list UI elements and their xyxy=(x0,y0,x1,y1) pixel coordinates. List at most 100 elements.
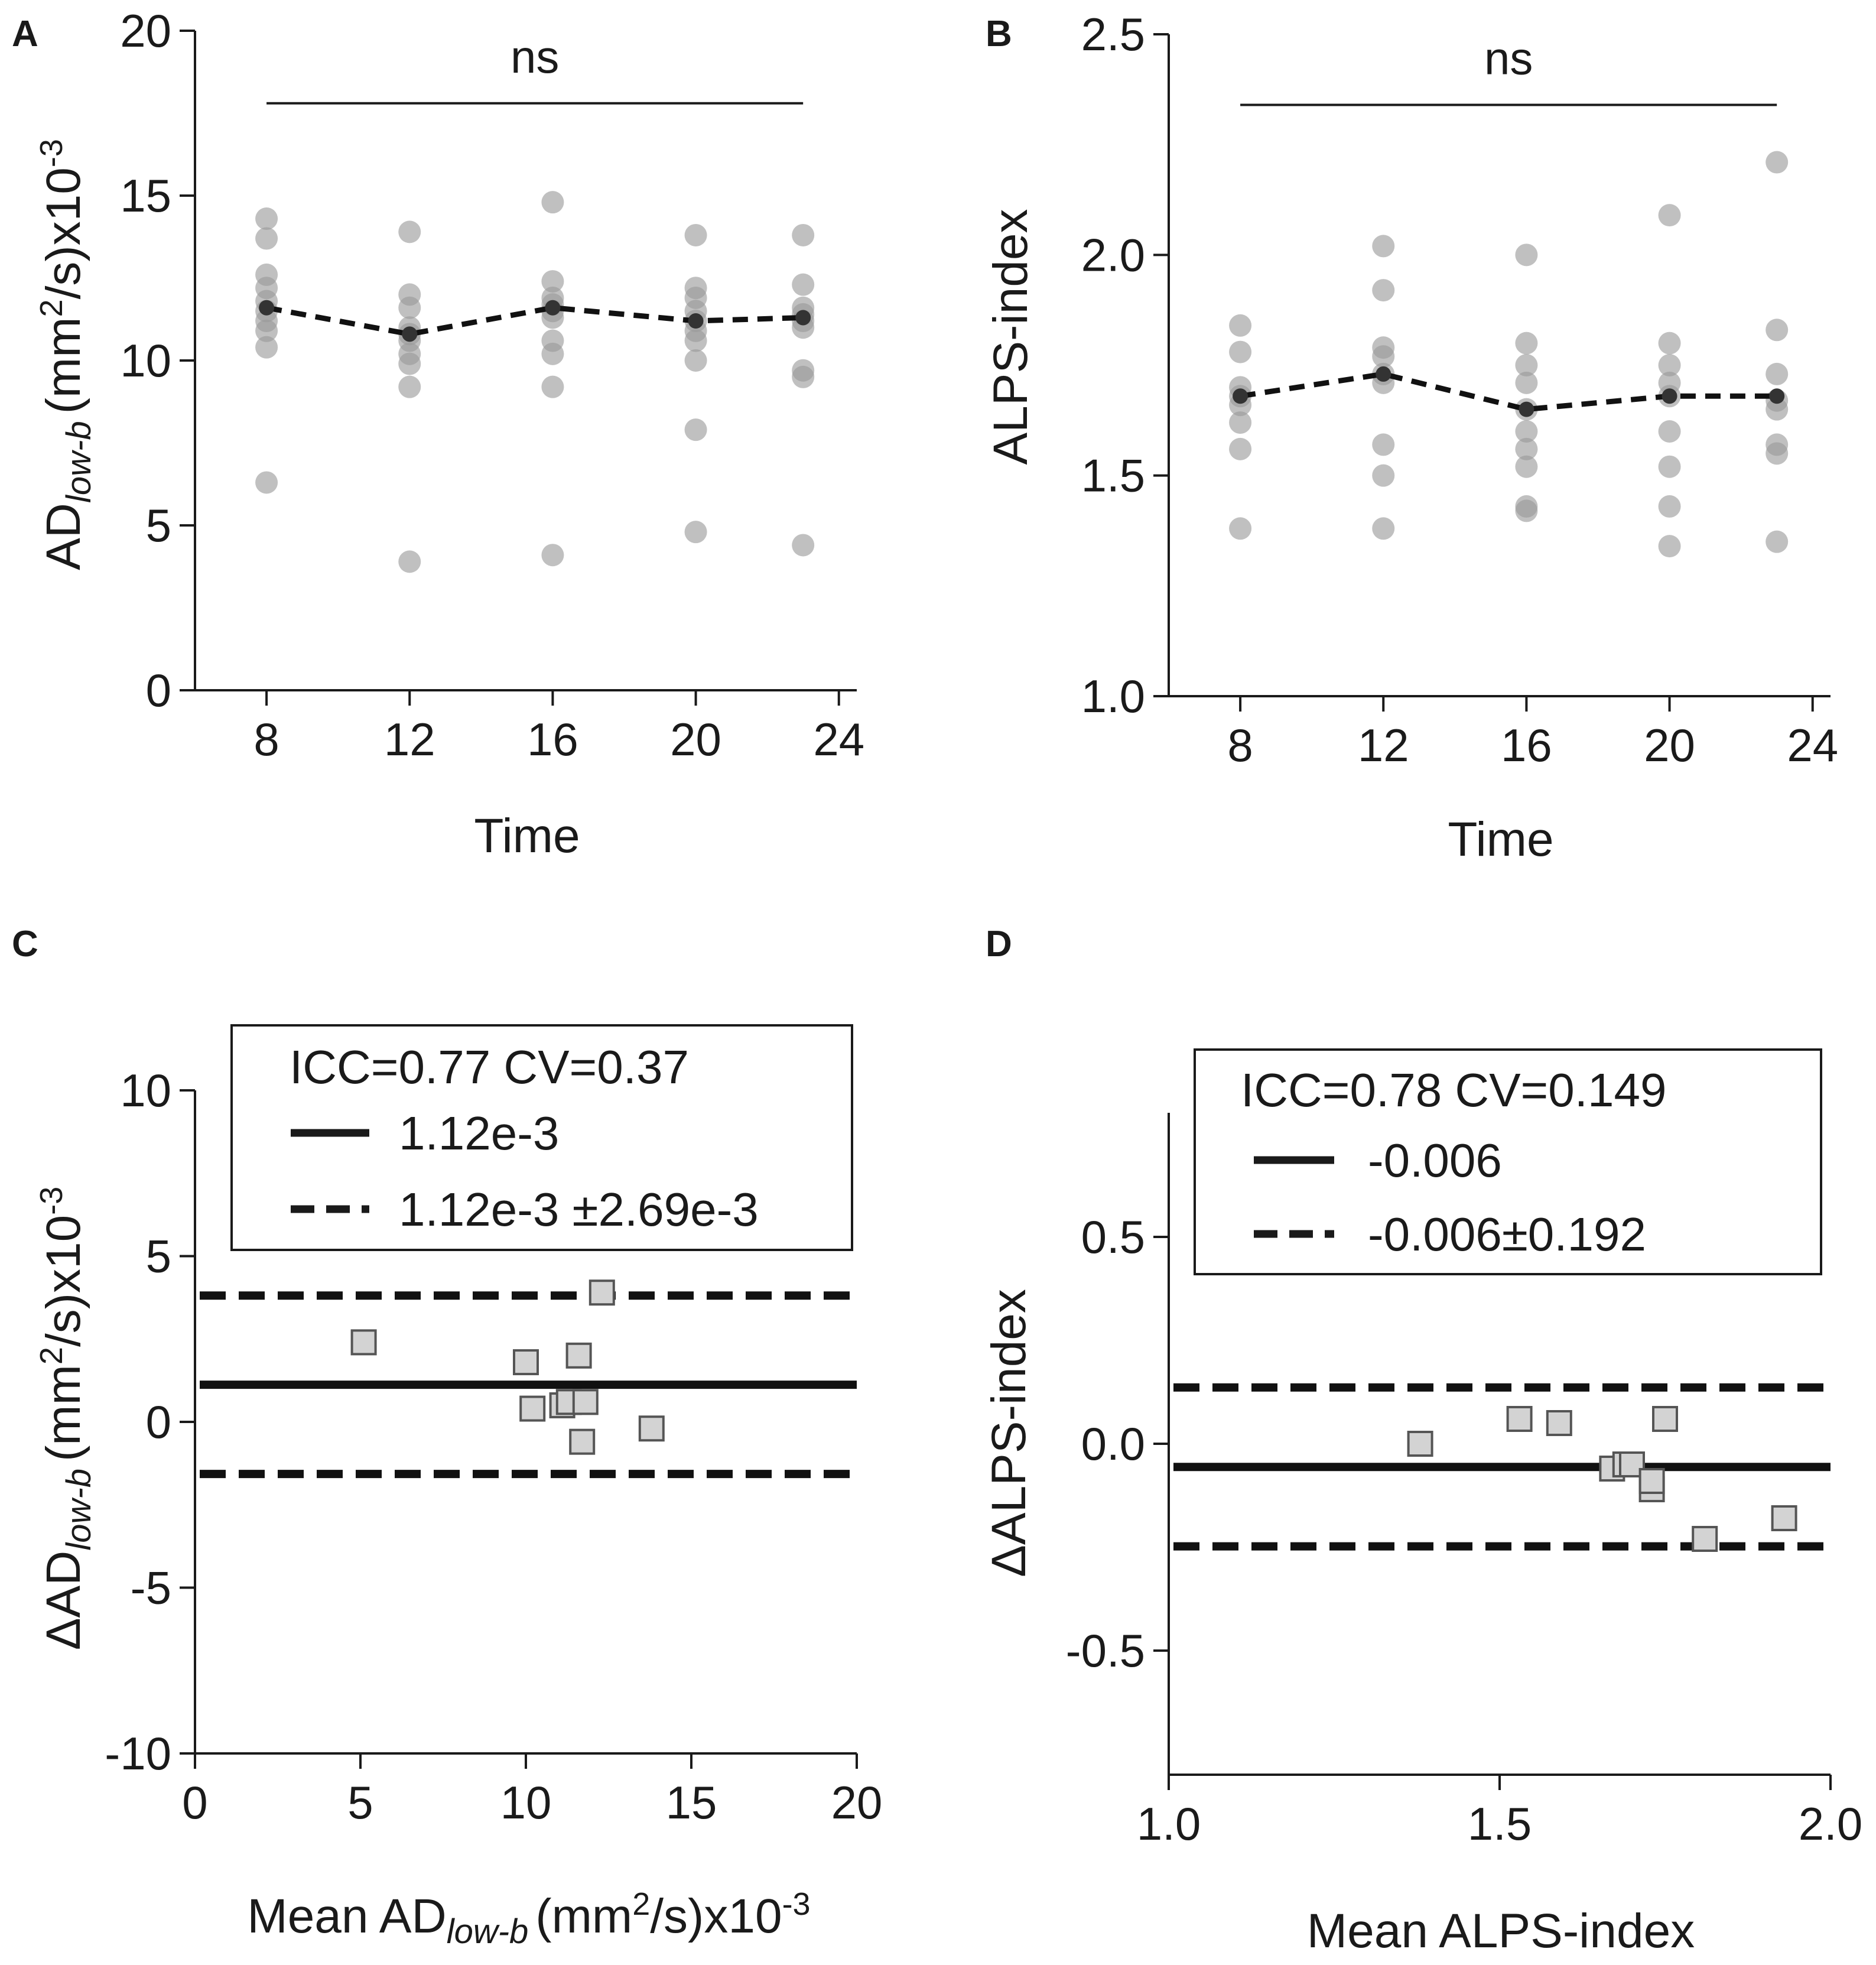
data-point xyxy=(792,273,815,296)
mean-marker xyxy=(402,326,418,342)
x-tick-label: 16 xyxy=(1501,719,1552,771)
data-point xyxy=(255,336,278,359)
data-point xyxy=(541,342,564,365)
data-point xyxy=(1515,371,1538,394)
panel-c: C -10 -5 0 5 10 0 5 10 15 20 ICC=0.77 CV=0.37 1.… xyxy=(12,924,882,1951)
data-points xyxy=(1229,151,1789,558)
y-tick-label: 0 xyxy=(146,1396,171,1448)
y-tick-label: 5 xyxy=(146,499,171,551)
data-point xyxy=(541,270,564,293)
axes xyxy=(194,31,857,691)
legend-stats: ICC=0.77 CV=0.37 xyxy=(290,1041,689,1093)
mean-marker xyxy=(545,300,561,316)
mean-marker xyxy=(688,313,704,329)
x-tick-label: 24 xyxy=(813,713,864,765)
axes xyxy=(1168,34,1831,697)
x-tick-label: 1.0 xyxy=(1137,1798,1201,1850)
agreement-lines xyxy=(1173,1383,1831,1551)
data-point xyxy=(792,534,815,557)
y-ticks: 1.0 1.5 2.0 2.5 xyxy=(1081,8,1169,722)
data-point xyxy=(1658,332,1681,355)
x-axis-title: Mean ALPS-index xyxy=(1307,1904,1695,1958)
data-point xyxy=(1229,411,1252,434)
data-point xyxy=(589,1279,615,1306)
x-axis-title: Time xyxy=(1448,813,1553,866)
data-point xyxy=(1546,1410,1572,1436)
x-tick-label: 10 xyxy=(500,1776,552,1828)
data-point xyxy=(398,220,421,243)
y-tick-label: 20 xyxy=(120,5,171,57)
data-point xyxy=(541,544,564,567)
data-point xyxy=(684,418,707,441)
data-point xyxy=(541,191,564,214)
data-point xyxy=(398,296,421,319)
axes xyxy=(194,1090,857,1755)
x-axis-title: Time xyxy=(474,809,580,863)
mean-marker xyxy=(1519,401,1534,417)
x-ticks: 1.0 1.5 2.0 xyxy=(1137,1775,1862,1850)
panel-d: D -0.5 0.0 0.5 1.0 1.5 2.0 ICC=0.78 CV=0.149… xyxy=(982,924,1862,1958)
panel-letter-c: C xyxy=(12,924,38,964)
data-point xyxy=(1766,530,1789,553)
data-point xyxy=(398,550,421,573)
data-point xyxy=(1766,319,1789,342)
data-point xyxy=(1372,517,1395,540)
panel-letter-a: A xyxy=(12,14,38,54)
data-points xyxy=(255,191,815,573)
y-axis-title: ALPS-index xyxy=(984,209,1038,465)
mean-line xyxy=(259,300,811,342)
mean-trend-line xyxy=(1240,371,1777,413)
y-tick-label: 15 xyxy=(120,170,171,222)
y-tick-label: 1.5 xyxy=(1081,450,1145,502)
data-point xyxy=(398,375,421,398)
y-axis-title: ADlow-b(mm2/s)x10-3 xyxy=(34,139,98,570)
x-tick-label: 12 xyxy=(384,713,435,765)
data-point xyxy=(541,375,564,398)
data-point xyxy=(792,223,815,246)
x-tick-label: 12 xyxy=(1358,719,1409,771)
mean-marker xyxy=(1662,388,1677,404)
data-point xyxy=(1771,1505,1797,1531)
legend-solid-label: 1.12e-3 xyxy=(399,1107,559,1159)
data-point xyxy=(350,1329,377,1356)
y-tick-label: 5 xyxy=(146,1230,171,1282)
x-tick-label: 8 xyxy=(253,713,279,765)
x-tick-label: 16 xyxy=(527,713,578,765)
data-point xyxy=(1766,398,1789,421)
legend-dashed-label: -0.006±0.192 xyxy=(1368,1208,1646,1261)
mean-marker xyxy=(259,300,275,316)
y-ticks: -0.5 0.0 0.5 xyxy=(1066,1211,1169,1677)
x-tick-label: 15 xyxy=(666,1776,717,1828)
data-point xyxy=(1658,420,1681,443)
data-point xyxy=(684,223,707,246)
legend-dashed-label: 1.12e-3 ±2.69e-3 xyxy=(399,1183,759,1236)
panel-letter-d: D xyxy=(986,924,1012,964)
data-point xyxy=(1407,1431,1433,1457)
data-point xyxy=(684,329,707,352)
x-tick-label: 20 xyxy=(831,1776,883,1828)
data-point xyxy=(1658,455,1681,478)
data-point xyxy=(569,1428,596,1455)
data-point xyxy=(398,352,421,375)
mean-marker xyxy=(795,310,811,326)
data-points xyxy=(1407,1406,1797,1552)
legend-box: ICC=0.78 CV=0.149 -0.006 -0.006±0.192 xyxy=(1194,1048,1822,1275)
data-point xyxy=(1506,1406,1533,1432)
data-point xyxy=(1658,204,1681,227)
data-point xyxy=(1638,1468,1665,1494)
x-tick-label: 0 xyxy=(182,1776,207,1828)
data-point xyxy=(572,1389,599,1415)
panel-b: B 1.0 1.5 2.0 2.5 8 12 16 20 24 ns Time ALPS-in… xyxy=(984,8,1838,866)
legend-stats: ICC=0.78 CV=0.149 xyxy=(1241,1064,1666,1116)
data-point xyxy=(684,521,707,544)
x-ticks: 8 12 16 20 24 xyxy=(1227,696,1838,771)
x-tick-label: 24 xyxy=(1787,719,1838,771)
data-point xyxy=(1515,420,1538,443)
y-axis-title: ΔALPS-index xyxy=(982,1289,1036,1577)
y-tick-label: 10 xyxy=(120,1064,171,1116)
mean-marker xyxy=(1376,366,1391,382)
data-point xyxy=(513,1349,539,1376)
x-ticks: 8 12 16 20 24 xyxy=(253,690,864,765)
x-tick-label: 20 xyxy=(670,713,721,765)
data-point xyxy=(1372,345,1395,368)
